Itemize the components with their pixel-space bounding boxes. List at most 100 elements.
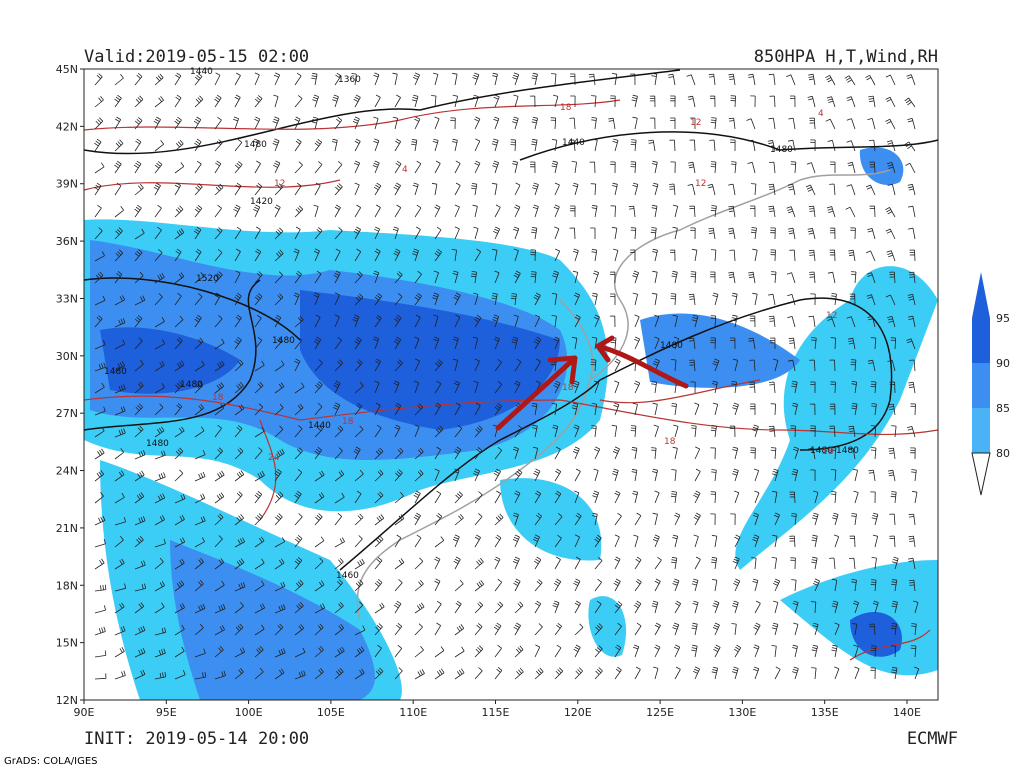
wind-barb <box>512 512 519 526</box>
wind-barb <box>632 292 638 306</box>
wind-barb <box>294 601 304 614</box>
wind-barb <box>825 74 836 86</box>
wind-barb <box>274 581 286 592</box>
wind-barb <box>351 73 357 86</box>
wind-barb <box>94 227 103 240</box>
wind-barb <box>394 359 403 372</box>
wind-barb <box>474 358 480 372</box>
wind-barb <box>847 337 856 350</box>
wind-barb <box>750 205 756 218</box>
wind-barb <box>652 182 659 196</box>
wind-barb <box>450 117 456 130</box>
wind-barb <box>886 250 896 262</box>
wind-barb <box>431 182 438 196</box>
wind-barb <box>573 424 580 438</box>
wind-barb <box>791 468 799 482</box>
wind-barb <box>452 358 459 372</box>
wind-barb <box>674 644 681 658</box>
wind-barb <box>354 359 363 372</box>
wind-barb <box>831 644 838 658</box>
wind-barb <box>849 535 856 548</box>
wind-barb <box>374 292 383 306</box>
coastline <box>356 169 891 621</box>
wind-barb <box>672 578 680 592</box>
wind-barb <box>393 380 400 394</box>
wind-barb <box>614 490 621 504</box>
wind-barb <box>334 425 344 438</box>
wind-barb <box>710 271 716 283</box>
wind-barb <box>294 447 303 460</box>
wind-barb <box>830 337 836 350</box>
wind-barb <box>274 537 286 548</box>
wind-barb <box>254 72 260 86</box>
wind-barb <box>314 402 323 416</box>
wind-barb <box>433 270 439 284</box>
wind-barb <box>730 513 736 526</box>
height-label: 1480 <box>244 140 267 150</box>
wind-barb <box>594 534 602 548</box>
wind-barb <box>492 160 499 174</box>
wind-barb <box>474 534 481 548</box>
wind-barb <box>214 645 224 658</box>
wind-barb <box>234 292 242 306</box>
lat-label: 27N <box>56 407 78 420</box>
wind-barb <box>174 603 185 614</box>
legend-label: 95 <box>996 312 1010 325</box>
wind-barb <box>334 579 343 592</box>
lat-label: 30N <box>56 350 78 363</box>
wind-barb <box>865 250 876 262</box>
wind-barb <box>652 534 660 548</box>
wind-barb <box>612 138 619 152</box>
wind-barb <box>787 139 796 152</box>
wind-barb <box>434 556 441 570</box>
wind-barb <box>654 336 660 350</box>
wind-barb <box>234 647 246 658</box>
wind-barb <box>733 644 742 658</box>
wind-barb <box>790 425 796 438</box>
wind-barb <box>691 425 697 438</box>
wind-barb <box>594 380 600 394</box>
wind-barb <box>786 272 796 284</box>
wind-barb <box>154 426 165 438</box>
wind-barb <box>829 249 836 262</box>
wind-barb <box>470 271 477 284</box>
wind-barb <box>885 96 896 108</box>
wind-barb <box>728 183 736 196</box>
wind-barb <box>254 360 265 372</box>
wind-barb <box>870 645 877 658</box>
wind-barb <box>94 470 105 482</box>
wind-barb <box>134 228 145 240</box>
wind-barb <box>333 380 341 394</box>
wind-barb <box>214 271 223 284</box>
wind-barb <box>512 556 520 570</box>
wind-barb <box>774 666 781 680</box>
wind-barb <box>414 602 425 614</box>
wind-barb <box>813 490 819 504</box>
wind-barb <box>194 337 204 350</box>
wind-barb <box>810 601 817 614</box>
wind-barb <box>352 314 360 328</box>
wind-barb <box>630 425 637 438</box>
wind-barb <box>294 579 304 592</box>
wind-barb <box>434 204 441 218</box>
wind-barb <box>731 623 737 636</box>
wind-barb <box>846 184 856 196</box>
wind-barb <box>691 314 699 328</box>
wind-barb <box>452 534 460 548</box>
wind-barb <box>909 249 916 262</box>
wind-barb <box>413 380 420 394</box>
wind-barb <box>334 512 343 526</box>
wind-barb <box>294 116 301 130</box>
wind-barb <box>806 162 816 174</box>
wind-barb <box>631 446 638 460</box>
wind-barb <box>114 270 123 284</box>
wind-barb <box>174 116 182 130</box>
wind-barb <box>412 72 420 86</box>
wind-barb <box>808 249 816 262</box>
wind-barb <box>311 72 318 86</box>
wind-barb <box>114 470 125 482</box>
wind-barb <box>254 248 262 262</box>
legend-swatch <box>972 408 990 453</box>
wind-barb <box>534 667 544 680</box>
wind-barb <box>114 492 125 504</box>
